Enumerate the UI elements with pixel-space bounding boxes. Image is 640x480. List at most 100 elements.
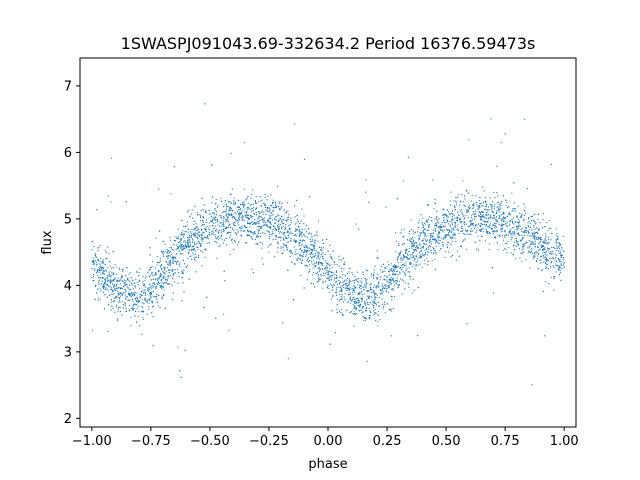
scatter-point [212, 212, 214, 214]
scatter-point [313, 234, 316, 237]
scatter-point [176, 263, 178, 265]
scatter-point [329, 268, 331, 270]
scatter-point [479, 239, 481, 241]
scatter-point [261, 247, 263, 249]
scatter-point [112, 267, 114, 269]
scatter-point [382, 308, 384, 310]
scatter-point [180, 233, 182, 236]
scatter-point [513, 202, 515, 204]
scatter-point [470, 220, 472, 222]
scatter-point [489, 226, 491, 228]
scatter-point [117, 311, 119, 313]
scatter-point [355, 308, 358, 310]
scatter-point [387, 281, 390, 283]
scatter-point [420, 234, 422, 236]
scatter-point [155, 279, 157, 281]
scatter-point [302, 254, 304, 256]
scatter-point [182, 230, 184, 232]
scatter-point [315, 261, 317, 263]
scatter-point [339, 290, 341, 292]
scatter-point [262, 213, 264, 215]
scatter-point [533, 255, 535, 257]
scatter-point [198, 236, 201, 238]
scatter-point [115, 285, 117, 288]
scatter-point [497, 201, 499, 203]
scatter-point [137, 316, 139, 318]
scatter-point [125, 298, 127, 300]
scatter-point [209, 213, 211, 215]
scatter-point [254, 232, 256, 234]
scatter-point [480, 223, 482, 225]
scatter-point [318, 262, 320, 264]
scatter-point [443, 229, 445, 231]
scatter-point [534, 238, 536, 240]
scatter-point [105, 278, 107, 280]
scatter-point [520, 228, 522, 230]
scatter-point [354, 302, 356, 304]
scatter-point [399, 271, 401, 273]
scatter-point [106, 271, 108, 273]
scatter-point [248, 230, 250, 232]
scatter-point [507, 213, 510, 215]
scatter-point [161, 288, 163, 290]
scatter-point [216, 206, 218, 208]
scatter-point [182, 259, 185, 261]
scatter-point [558, 248, 561, 250]
scatter-point [425, 221, 427, 223]
scatter-point [243, 206, 245, 208]
scatter-point [354, 287, 356, 289]
scatter-point [415, 249, 417, 251]
scatter-point [183, 225, 185, 228]
scatter-point [314, 254, 316, 256]
scatter-point [290, 238, 292, 240]
scatter-point [178, 272, 180, 274]
scatter-point [171, 256, 173, 258]
scatter-point [422, 243, 425, 245]
scatter-point [112, 283, 114, 285]
scatter-point [487, 209, 489, 211]
scatter-point [223, 215, 225, 218]
scatter-point [416, 260, 419, 262]
scatter-point [422, 240, 424, 242]
scatter-point [528, 229, 530, 231]
scatter-point [474, 215, 476, 217]
scatter-point [215, 222, 217, 224]
scatter-point [169, 269, 171, 271]
scatter-point [173, 249, 175, 251]
scatter-point [443, 213, 445, 215]
scatter-point [264, 217, 266, 219]
scatter-point [400, 252, 402, 254]
scatter-point [310, 243, 312, 245]
scatter-point [517, 227, 520, 229]
scatter-point [335, 287, 337, 289]
scatter-point [438, 230, 440, 232]
scatter-point [133, 305, 135, 307]
scatter-point [400, 261, 402, 263]
scatter-point [376, 294, 378, 296]
scatter-point [129, 281, 131, 283]
scatter-point [327, 274, 329, 276]
scatter-point [357, 278, 359, 280]
scatter-point [144, 294, 146, 296]
scatter-point [344, 261, 346, 263]
scatter-point [312, 254, 314, 256]
scatter-point [529, 267, 531, 269]
scatter-point [163, 283, 165, 285]
scatter-point [355, 307, 357, 309]
scatter-point [530, 248, 533, 250]
scatter-point [306, 259, 308, 261]
scatter-point [539, 222, 541, 224]
scatter-point [499, 234, 501, 237]
scatter-point [455, 196, 457, 198]
scatter-point [349, 280, 351, 283]
scatter-point [283, 219, 285, 221]
scatter-point [131, 294, 133, 296]
scatter-point [354, 279, 356, 281]
scatter-point [373, 274, 375, 276]
scatter-point [524, 206, 526, 208]
scatter-point [286, 249, 289, 251]
scatter-point [445, 235, 447, 238]
scatter-point [360, 287, 362, 290]
scatter-point [517, 240, 519, 243]
scatter-point [322, 255, 324, 258]
